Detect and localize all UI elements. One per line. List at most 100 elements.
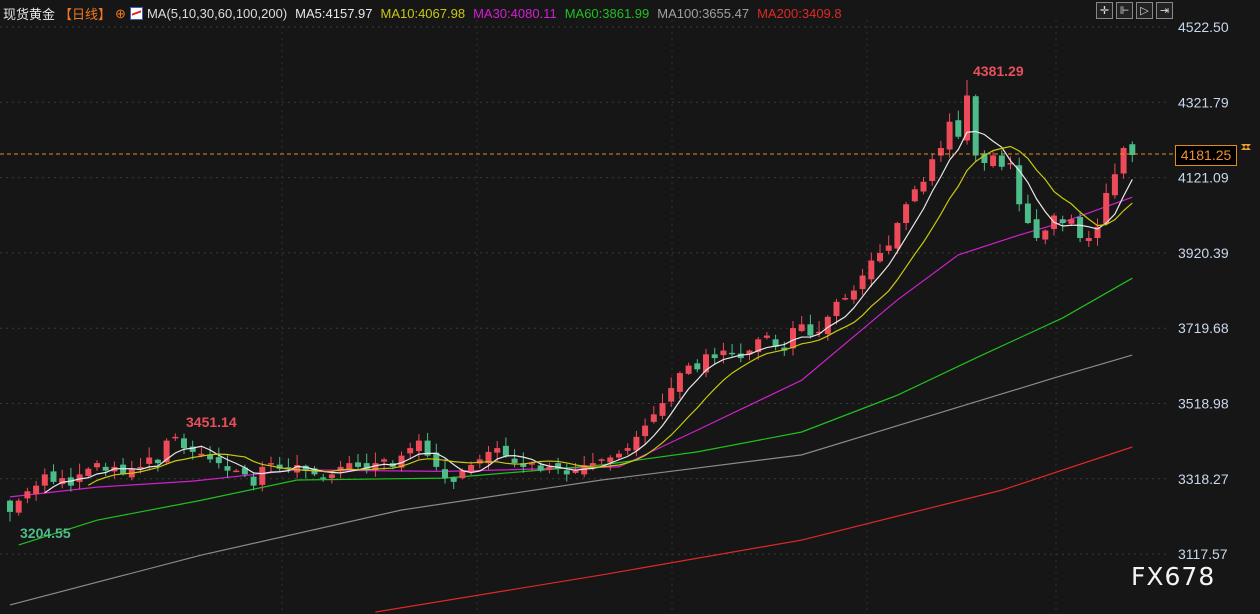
candle <box>859 269 866 295</box>
candle-body <box>990 155 997 166</box>
candle-body <box>946 121 953 150</box>
y-tick-label: 4522.50 <box>1178 19 1229 35</box>
candle-body <box>964 95 970 141</box>
candle <box>1111 163 1118 199</box>
candle-body <box>485 451 492 464</box>
candle-body <box>1016 165 1023 205</box>
candle-body <box>154 459 161 464</box>
candle-body <box>1059 219 1066 224</box>
candle <box>790 320 796 356</box>
ma-legend-5: MA200:3409.8 <box>757 6 842 21</box>
candle-body <box>355 462 361 467</box>
candle <box>15 498 22 516</box>
candle-body <box>381 459 388 462</box>
candle <box>903 201 910 231</box>
candle-body <box>407 448 414 454</box>
ma-legend-4: MA100:3655.47 <box>657 6 750 21</box>
candle <box>520 452 527 473</box>
candle <box>1077 211 1084 243</box>
candle-body <box>711 354 718 359</box>
candle <box>1068 214 1075 227</box>
price-alert-icon <box>1241 144 1251 151</box>
candle-body <box>894 223 901 249</box>
candle-body <box>302 465 309 471</box>
candle-body <box>755 339 762 353</box>
candle <box>798 315 805 333</box>
zoom-axis-button[interactable]: ⊩ <box>1116 2 1133 19</box>
candle-body <box>511 458 518 464</box>
candle <box>642 418 649 444</box>
candle <box>241 464 248 478</box>
candle <box>128 461 135 481</box>
candle <box>7 499 13 522</box>
candle-body <box>1007 162 1014 165</box>
ma-line-ma100 <box>9 354 1133 606</box>
crosshair-button[interactable]: ✛ <box>1096 2 1113 19</box>
candle-body <box>807 324 814 336</box>
candle-body <box>546 466 553 470</box>
candle <box>215 447 222 469</box>
candle-body <box>572 470 579 473</box>
candle <box>442 459 448 484</box>
candle <box>546 462 553 474</box>
candle <box>198 446 205 458</box>
candle-body <box>998 155 1005 167</box>
ma-chart-icon[interactable] <box>129 7 143 20</box>
y-tick-label: 3518.98 <box>1178 395 1229 411</box>
candle-body <box>259 466 266 485</box>
candle-body <box>729 352 736 355</box>
candle-body <box>233 470 240 473</box>
candle-body <box>659 403 666 416</box>
ma-legend-0: MA5:4157.97 <box>295 6 373 21</box>
candle <box>102 462 109 476</box>
candle-body <box>703 354 709 373</box>
candle <box>120 458 127 476</box>
candle-body <box>181 438 187 449</box>
candle-body <box>137 466 144 469</box>
ma-params: MA(5,10,30,60,100,200) <box>146 6 288 21</box>
candle-body <box>50 471 57 482</box>
candle-body <box>172 436 179 439</box>
candle-body <box>7 500 13 512</box>
candle-body <box>59 478 66 485</box>
candle-body <box>424 440 431 456</box>
ma-line-ma5 <box>44 130 1133 494</box>
candle-body <box>642 425 649 437</box>
candle-body <box>450 477 457 482</box>
candle-body <box>146 457 153 464</box>
candle-body <box>102 466 109 471</box>
candle <box>1120 146 1127 179</box>
candle-body <box>772 339 779 347</box>
candle <box>181 433 187 455</box>
play-button[interactable]: ▷ <box>1136 2 1153 19</box>
candle-body <box>189 446 196 452</box>
candle <box>885 235 892 255</box>
crosshair-circle-icon[interactable]: ⊕ <box>115 5 126 21</box>
candle <box>76 463 83 490</box>
candle <box>555 457 562 475</box>
candle-body <box>798 324 805 332</box>
candle <box>990 151 997 168</box>
candle <box>833 298 840 325</box>
candle-body <box>694 363 701 370</box>
candle-body <box>850 290 857 300</box>
candle-body <box>1094 226 1101 239</box>
period-selector[interactable]: 【日线】 <box>59 7 112 22</box>
candle-body <box>15 500 22 513</box>
candle <box>24 487 31 504</box>
candle-body <box>294 465 301 473</box>
candle-body <box>529 463 535 465</box>
candle <box>676 371 683 399</box>
scroll-right-button[interactable]: ⇥ <box>1156 2 1173 19</box>
candle <box>398 451 405 472</box>
candle <box>1042 229 1049 245</box>
candle-body <box>816 331 823 334</box>
candle-body <box>1085 238 1092 242</box>
candle-body <box>685 365 692 374</box>
candle <box>407 442 414 460</box>
candle-body <box>1129 144 1136 156</box>
candle <box>33 480 40 501</box>
candle-body <box>442 469 448 479</box>
candle <box>433 443 440 471</box>
